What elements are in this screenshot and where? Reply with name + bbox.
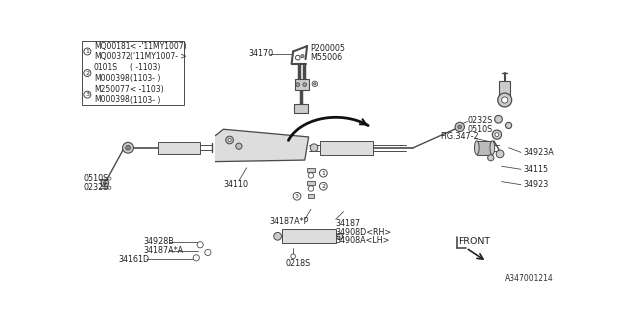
Circle shape: [310, 144, 318, 152]
Circle shape: [108, 186, 111, 189]
Circle shape: [337, 233, 343, 239]
Circle shape: [228, 139, 231, 141]
Circle shape: [301, 55, 304, 58]
Text: M250077: M250077: [94, 85, 130, 94]
Text: 2: 2: [321, 184, 325, 189]
Bar: [308, 194, 314, 198]
Circle shape: [101, 179, 109, 187]
Text: 0510S: 0510S: [467, 125, 493, 134]
Ellipse shape: [490, 141, 495, 155]
Circle shape: [296, 83, 300, 86]
Circle shape: [84, 91, 91, 98]
Bar: [477, 141, 492, 155]
Text: (1103- ): (1103- ): [129, 95, 160, 105]
Text: 2: 2: [85, 70, 90, 76]
Text: P200005: P200005: [310, 44, 345, 53]
Bar: [282, 229, 336, 243]
Circle shape: [498, 93, 511, 107]
Bar: [307, 168, 315, 172]
Text: 34115: 34115: [524, 165, 548, 174]
Circle shape: [274, 232, 282, 240]
Text: 0232S: 0232S: [467, 116, 493, 125]
Text: < -'11MY1007): < -'11MY1007): [129, 42, 186, 51]
Text: 34923A: 34923A: [524, 148, 554, 157]
Circle shape: [303, 83, 307, 86]
Circle shape: [197, 242, 204, 248]
Text: 0101S: 0101S: [94, 63, 118, 72]
Text: 0510S: 0510S: [83, 174, 108, 183]
Circle shape: [293, 192, 301, 200]
Text: 34187A*A: 34187A*A: [143, 246, 184, 255]
Bar: [307, 181, 315, 186]
Text: 34187: 34187: [336, 219, 361, 228]
Circle shape: [193, 255, 199, 261]
Circle shape: [108, 177, 111, 180]
Text: 0218S: 0218S: [285, 259, 310, 268]
Text: A347001214: A347001214: [505, 274, 554, 283]
Circle shape: [319, 169, 327, 177]
Circle shape: [455, 122, 465, 132]
Circle shape: [125, 145, 131, 150]
Circle shape: [319, 182, 327, 190]
Text: ( -1103): ( -1103): [129, 63, 160, 72]
Bar: [294, 104, 308, 113]
Text: 3: 3: [295, 194, 299, 199]
Bar: [294, 79, 308, 90]
Circle shape: [291, 254, 296, 259]
Text: < -1103): < -1103): [129, 85, 163, 94]
Circle shape: [506, 122, 511, 129]
Text: ('11MY1007- >: ('11MY1007- >: [129, 52, 186, 61]
Text: M55006: M55006: [310, 53, 342, 62]
Text: FIG.347-2: FIG.347-2: [440, 132, 479, 141]
Circle shape: [314, 83, 316, 85]
Bar: [157, 141, 200, 154]
Text: 34170: 34170: [248, 49, 273, 58]
Circle shape: [502, 97, 508, 103]
Text: 34908D<RH>: 34908D<RH>: [336, 228, 392, 237]
Bar: [499, 81, 510, 96]
Text: FRONT: FRONT: [458, 237, 490, 246]
Circle shape: [495, 133, 499, 137]
Text: 0232S: 0232S: [83, 183, 108, 192]
Text: MQ00372: MQ00372: [94, 52, 131, 61]
Circle shape: [488, 155, 494, 161]
Circle shape: [123, 142, 134, 153]
Text: 1: 1: [85, 49, 90, 54]
Circle shape: [312, 81, 317, 86]
Circle shape: [205, 249, 211, 256]
Text: 3: 3: [85, 92, 90, 97]
Text: 34923: 34923: [524, 180, 548, 189]
Ellipse shape: [474, 141, 479, 155]
Circle shape: [308, 186, 314, 191]
Bar: [83, 41, 184, 105]
Text: 34110: 34110: [223, 180, 248, 189]
Circle shape: [496, 150, 504, 158]
Circle shape: [492, 130, 502, 139]
Circle shape: [308, 173, 314, 178]
Text: 34928B: 34928B: [143, 237, 174, 246]
Text: 34187A*P: 34187A*P: [270, 217, 309, 226]
Polygon shape: [216, 129, 308, 162]
Circle shape: [226, 136, 234, 144]
Circle shape: [103, 182, 106, 185]
Text: 34161D: 34161D: [119, 255, 150, 264]
Circle shape: [458, 125, 461, 129]
Circle shape: [296, 55, 300, 60]
Circle shape: [236, 143, 242, 149]
Text: MQ00181: MQ00181: [94, 42, 131, 51]
Text: M000398: M000398: [94, 74, 130, 83]
Text: 1: 1: [321, 171, 325, 176]
Circle shape: [84, 69, 91, 76]
Text: (1103- ): (1103- ): [129, 74, 160, 83]
Text: M000398: M000398: [94, 95, 130, 105]
Bar: [320, 141, 373, 155]
Text: 34908A<LH>: 34908A<LH>: [336, 236, 390, 245]
Circle shape: [495, 116, 502, 123]
Circle shape: [84, 48, 91, 55]
